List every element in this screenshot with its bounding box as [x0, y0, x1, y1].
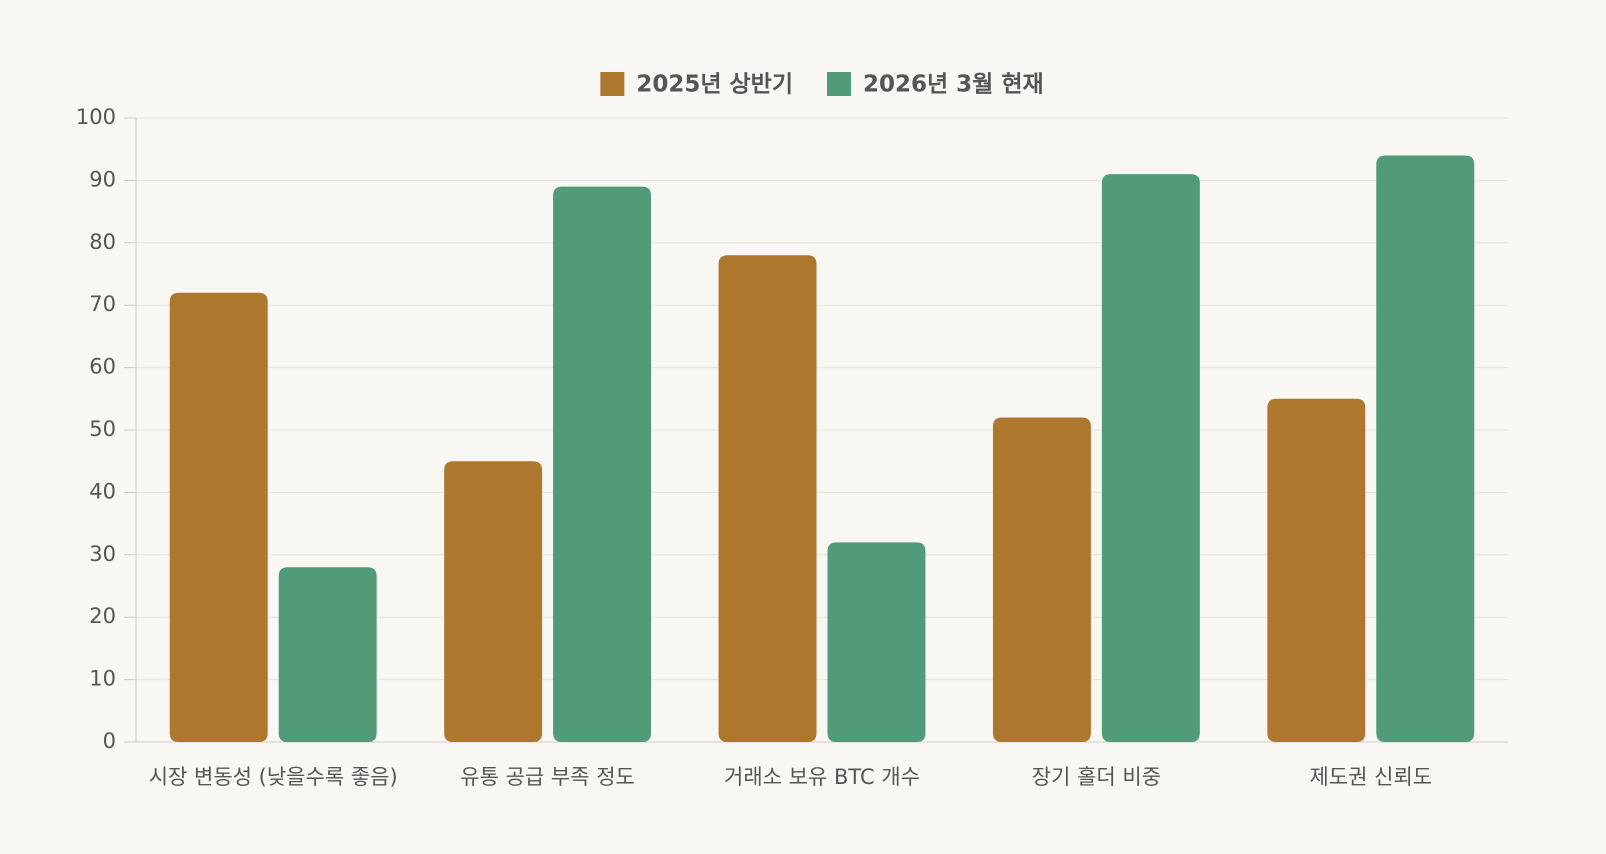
bar	[278, 567, 377, 742]
bar	[553, 186, 652, 742]
y-tick-label: 80	[89, 230, 116, 254]
y-tick-label: 100	[76, 105, 116, 129]
y-tick-label: 50	[89, 417, 116, 441]
bar	[992, 417, 1091, 742]
y-tick-label: 70	[89, 292, 116, 316]
legend-swatch	[600, 72, 625, 96]
bar	[827, 542, 926, 742]
bar	[1376, 155, 1475, 742]
x-tick-label: 제도권 신뢰도	[1309, 765, 1432, 789]
bar	[1101, 174, 1200, 742]
y-tick-label: 40	[89, 479, 116, 503]
bar	[1267, 398, 1366, 742]
x-tick-label: 거래소 보유 BTC 개수	[724, 765, 920, 789]
bar	[169, 292, 268, 742]
legend: 2025년 상반기 2026년 3월 현재	[600, 72, 1044, 98]
y-tick-label: 20	[89, 604, 116, 628]
y-tick-label: 90	[89, 167, 116, 191]
x-tick-label: 장기 홀더 비중	[1032, 765, 1161, 789]
x-tick-label: 시장 변동성 (낮을수록 좋음)	[149, 765, 398, 789]
y-tick-label: 60	[89, 355, 116, 379]
legend-label: 2026년 3월 현재	[863, 72, 1044, 98]
y-tick-label: 10	[89, 667, 116, 691]
legend-swatch	[827, 72, 851, 96]
bar	[444, 461, 543, 742]
bar	[718, 255, 817, 742]
y-tick-label: 30	[89, 542, 116, 566]
y-tick-label: 0	[103, 729, 116, 753]
legend-label: 2025년 상반기	[636, 72, 793, 98]
x-tick-label: 유통 공급 부족 정도	[460, 765, 635, 789]
